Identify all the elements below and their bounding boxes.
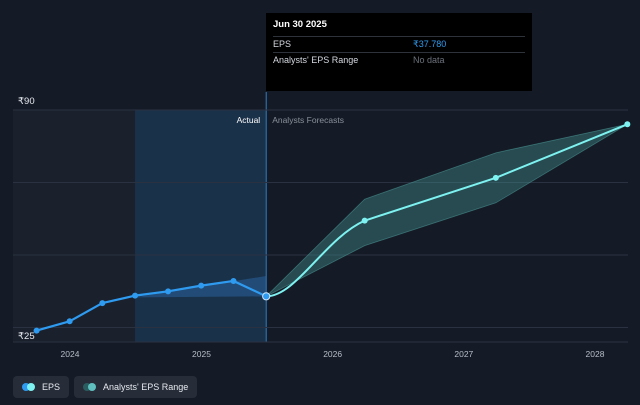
legend-eps-icon: [22, 383, 36, 391]
actual-region-label: Actual: [237, 115, 261, 125]
x-tick-label: 2026: [323, 349, 342, 359]
tooltip-date: Jun 30 2025: [273, 19, 327, 30]
legend-eps-button[interactable]: EPS: [13, 376, 70, 398]
eps-actual-line: [36, 279, 267, 332]
tooltip-range-label: Analysts' EPS Range: [273, 55, 359, 65]
tooltip-row-eps: EPS ₹37.780: [273, 36, 525, 52]
eps-actual-point: [132, 292, 139, 299]
eps-actual-point: [99, 300, 106, 307]
forecast-region-label: Analysts Forecasts: [272, 115, 344, 125]
actual-region-bg: [13, 110, 136, 342]
eps-forecast-point: [624, 121, 631, 128]
forecast-range-low: [266, 123, 628, 297]
tooltip-range-value: No data: [413, 55, 445, 65]
tooltip-eps-value: ₹37.780: [413, 39, 447, 49]
eps-actual-point: [262, 292, 271, 301]
legend-range-label: Analysts' EPS Range: [103, 382, 189, 392]
tooltip-eps-label: EPS: [273, 39, 292, 49]
tooltip-row-range: Analysts' EPS Range No data: [273, 52, 525, 67]
eps-forecast-point: [361, 217, 368, 224]
legend: EPS Analysts' EPS Range: [13, 376, 198, 398]
tooltip: Jun 30 2025 EPS ₹37.780 Analysts' EPS Ra…: [266, 13, 532, 91]
legend-range-icon: [83, 383, 97, 391]
x-tick-label: 2028: [586, 349, 605, 359]
eps-actual-point: [33, 327, 40, 334]
eps-forecast-point: [492, 174, 499, 181]
eps-actual-point: [165, 288, 172, 295]
legend-range-button[interactable]: Analysts' EPS Range: [74, 376, 198, 398]
x-tick-label: 2024: [61, 349, 80, 359]
highlight-region: [135, 110, 267, 342]
x-tick-label: 2025: [192, 349, 211, 359]
legend-eps-label: EPS: [42, 382, 61, 392]
y-tick-label: ₹90: [18, 96, 35, 107]
eps-actual-point: [198, 282, 205, 289]
eps-actual-point: [66, 318, 73, 325]
eps-actual-point: [230, 277, 237, 284]
x-tick-label: 2027: [454, 349, 473, 359]
forecast-range-high: [265, 123, 628, 297]
forecast-range-band: [266, 124, 628, 297]
y-tick-label: ₹25: [18, 331, 35, 342]
